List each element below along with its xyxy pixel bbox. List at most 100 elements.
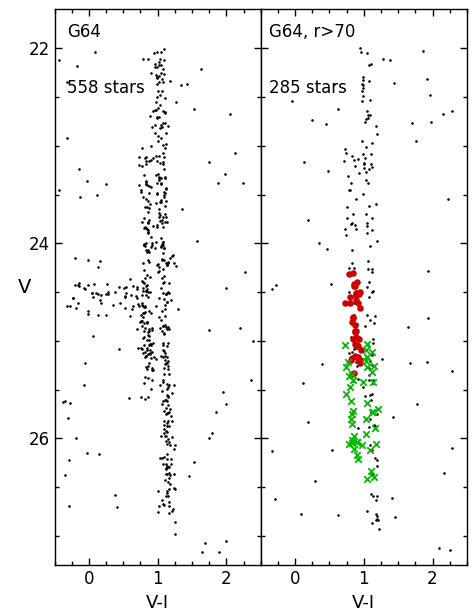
Point bbox=[226, 109, 234, 119]
Point bbox=[164, 324, 171, 334]
Point bbox=[139, 348, 147, 358]
Point bbox=[170, 258, 178, 268]
Point bbox=[156, 323, 164, 333]
Point bbox=[348, 435, 356, 445]
Point bbox=[158, 214, 166, 224]
Point bbox=[346, 269, 353, 279]
Point bbox=[170, 250, 177, 260]
Point bbox=[140, 240, 147, 249]
Point bbox=[355, 289, 363, 299]
Point bbox=[155, 112, 163, 122]
Point bbox=[155, 212, 163, 222]
Point bbox=[157, 120, 164, 130]
Point bbox=[157, 60, 165, 70]
Point bbox=[341, 298, 348, 308]
Point bbox=[152, 59, 159, 69]
Point bbox=[153, 199, 160, 208]
Point bbox=[345, 439, 353, 448]
Point bbox=[144, 349, 152, 359]
Point bbox=[373, 236, 381, 246]
Point bbox=[363, 339, 371, 349]
Point bbox=[153, 62, 161, 71]
Point bbox=[140, 379, 148, 389]
Point bbox=[74, 280, 82, 290]
Point bbox=[165, 501, 173, 511]
Point bbox=[365, 76, 373, 86]
Point bbox=[159, 238, 167, 247]
Point bbox=[142, 222, 150, 232]
Point bbox=[365, 291, 373, 301]
Point bbox=[392, 512, 399, 522]
Point bbox=[153, 156, 161, 166]
Point bbox=[165, 278, 173, 288]
Point bbox=[350, 298, 357, 307]
Point bbox=[115, 282, 123, 291]
Point bbox=[154, 131, 162, 141]
Point bbox=[164, 477, 172, 487]
Point bbox=[348, 369, 356, 379]
Point bbox=[143, 280, 151, 290]
Point bbox=[352, 295, 360, 305]
Point bbox=[346, 298, 354, 307]
Point bbox=[94, 290, 101, 299]
Text: G64, r>70: G64, r>70 bbox=[269, 23, 356, 41]
Point bbox=[241, 267, 249, 277]
Point bbox=[363, 362, 370, 371]
Point bbox=[425, 266, 432, 276]
Point bbox=[146, 358, 153, 368]
Point bbox=[147, 232, 155, 242]
Point bbox=[367, 159, 375, 169]
Point bbox=[366, 95, 374, 105]
Point bbox=[165, 369, 173, 379]
Point bbox=[164, 434, 172, 444]
Point bbox=[309, 115, 316, 125]
Point bbox=[372, 122, 380, 131]
Point bbox=[161, 304, 169, 314]
Point bbox=[374, 514, 381, 524]
Point bbox=[126, 274, 134, 284]
Point bbox=[365, 340, 372, 350]
Point bbox=[166, 253, 173, 263]
Point bbox=[159, 222, 166, 232]
Point bbox=[347, 178, 355, 188]
Point bbox=[142, 152, 150, 162]
Point bbox=[165, 437, 173, 447]
Point bbox=[165, 462, 173, 472]
Point bbox=[159, 338, 166, 348]
Point bbox=[372, 510, 379, 519]
Point bbox=[109, 300, 117, 310]
Point bbox=[250, 337, 257, 346]
Point bbox=[157, 284, 165, 293]
Point bbox=[160, 213, 167, 222]
Point bbox=[148, 365, 156, 375]
Point bbox=[161, 108, 169, 117]
Point bbox=[334, 510, 342, 519]
Point bbox=[158, 239, 166, 249]
Text: 558 stars: 558 stars bbox=[67, 79, 145, 97]
Point bbox=[419, 46, 427, 56]
Point bbox=[155, 172, 163, 181]
Point bbox=[447, 545, 454, 555]
Point bbox=[366, 414, 374, 424]
Point bbox=[406, 359, 413, 368]
Point bbox=[156, 210, 164, 220]
Point bbox=[154, 486, 162, 496]
Point bbox=[368, 225, 376, 235]
Point bbox=[158, 255, 165, 265]
Point bbox=[166, 404, 174, 414]
Point bbox=[143, 224, 151, 234]
Point bbox=[368, 445, 376, 455]
Point bbox=[345, 357, 352, 367]
Point bbox=[155, 507, 162, 516]
Point bbox=[159, 106, 166, 116]
Point bbox=[150, 48, 157, 58]
Point bbox=[143, 343, 151, 353]
Point bbox=[365, 423, 373, 433]
Point bbox=[448, 106, 456, 116]
Point bbox=[137, 343, 145, 353]
Point bbox=[139, 277, 146, 287]
Point bbox=[345, 371, 353, 381]
Point bbox=[156, 197, 164, 207]
Point bbox=[156, 453, 164, 463]
Point bbox=[165, 324, 173, 334]
